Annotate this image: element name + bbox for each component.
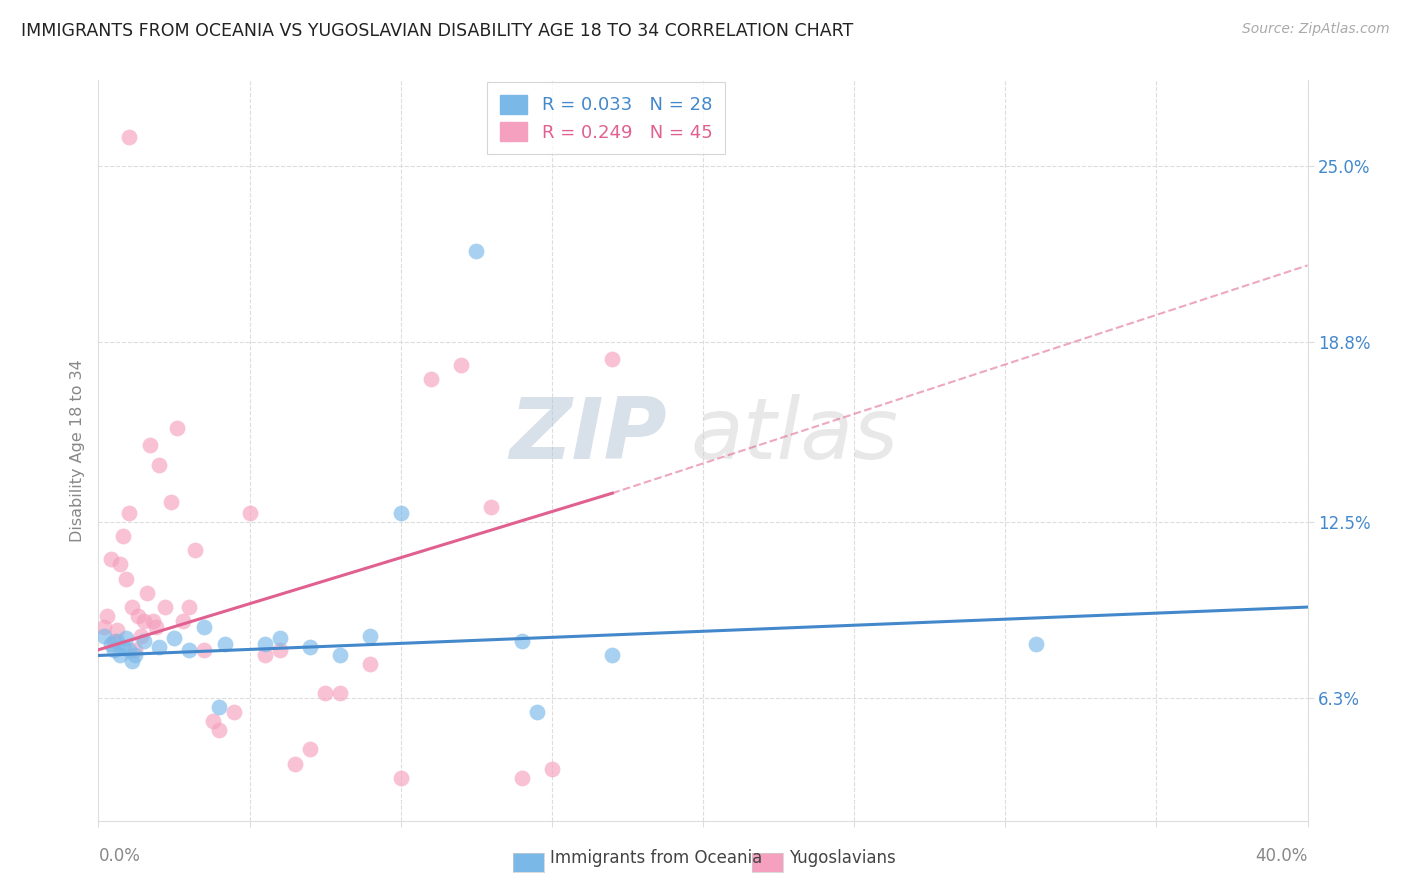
Point bbox=[148, 458, 170, 472]
Point bbox=[465, 244, 488, 259]
Point bbox=[481, 500, 503, 515]
Point bbox=[132, 634, 155, 648]
Point bbox=[214, 637, 236, 651]
Point bbox=[129, 628, 152, 642]
Point bbox=[450, 358, 472, 372]
Point bbox=[148, 640, 170, 654]
Point bbox=[124, 642, 146, 657]
Point bbox=[139, 438, 162, 452]
Point bbox=[202, 714, 225, 728]
Point bbox=[360, 628, 382, 642]
Point bbox=[184, 543, 207, 558]
Point bbox=[160, 494, 183, 508]
Text: 0.0%: 0.0% bbox=[98, 847, 141, 864]
Point bbox=[1024, 637, 1046, 651]
Point bbox=[121, 600, 143, 615]
Point bbox=[602, 352, 624, 367]
Point bbox=[239, 506, 262, 520]
Text: Source: ZipAtlas.com: Source: ZipAtlas.com bbox=[1241, 22, 1389, 37]
Point bbox=[389, 771, 412, 785]
Point bbox=[510, 771, 533, 785]
Point bbox=[93, 628, 115, 642]
Point bbox=[105, 634, 128, 648]
Point bbox=[100, 551, 122, 566]
Point bbox=[153, 600, 176, 615]
Point bbox=[329, 648, 352, 663]
Point bbox=[145, 620, 167, 634]
Point bbox=[284, 756, 307, 771]
Point bbox=[253, 648, 276, 663]
Point bbox=[193, 642, 215, 657]
Y-axis label: Disability Age 18 to 34: Disability Age 18 to 34 bbox=[69, 359, 84, 541]
Point bbox=[111, 640, 134, 654]
Legend: R = 0.033   N = 28, R = 0.249   N = 45: R = 0.033 N = 28, R = 0.249 N = 45 bbox=[488, 82, 725, 154]
Point bbox=[142, 615, 165, 629]
Point bbox=[108, 558, 131, 572]
Point bbox=[118, 506, 141, 520]
Point bbox=[103, 642, 125, 657]
Point bbox=[124, 648, 146, 663]
Point bbox=[540, 763, 562, 777]
Text: ZIP: ZIP bbox=[509, 394, 666, 477]
Point bbox=[111, 529, 134, 543]
Point bbox=[526, 706, 548, 720]
Point bbox=[114, 572, 136, 586]
Point bbox=[299, 640, 322, 654]
Point bbox=[118, 130, 141, 145]
Point bbox=[193, 620, 215, 634]
Point bbox=[314, 685, 336, 699]
Point bbox=[93, 620, 115, 634]
Point bbox=[602, 648, 624, 663]
Point bbox=[118, 642, 141, 657]
Point bbox=[208, 723, 231, 737]
Point bbox=[329, 685, 352, 699]
Point bbox=[108, 648, 131, 663]
Point bbox=[269, 632, 291, 646]
Text: IMMIGRANTS FROM OCEANIA VS YUGOSLAVIAN DISABILITY AGE 18 TO 34 CORRELATION CHART: IMMIGRANTS FROM OCEANIA VS YUGOSLAVIAN D… bbox=[21, 22, 853, 40]
Point bbox=[96, 608, 118, 623]
Point bbox=[510, 634, 533, 648]
Point bbox=[105, 623, 128, 637]
Text: Immigrants from Oceania: Immigrants from Oceania bbox=[550, 849, 762, 867]
Point bbox=[360, 657, 382, 671]
Point bbox=[121, 654, 143, 668]
Text: Yugoslavians: Yugoslavians bbox=[789, 849, 896, 867]
Point bbox=[420, 372, 443, 386]
Point bbox=[127, 608, 149, 623]
Point bbox=[100, 637, 122, 651]
Text: 40.0%: 40.0% bbox=[1256, 847, 1308, 864]
Text: atlas: atlas bbox=[690, 394, 898, 477]
Point bbox=[132, 615, 155, 629]
Point bbox=[114, 632, 136, 646]
Point bbox=[103, 634, 125, 648]
Point bbox=[389, 506, 412, 520]
Point bbox=[253, 637, 276, 651]
Point bbox=[269, 642, 291, 657]
Point bbox=[179, 642, 201, 657]
Point bbox=[163, 632, 186, 646]
Point bbox=[208, 699, 231, 714]
Point bbox=[179, 600, 201, 615]
Point bbox=[135, 586, 157, 600]
Point bbox=[166, 420, 188, 434]
Point bbox=[299, 742, 322, 756]
Point bbox=[224, 706, 246, 720]
Point bbox=[172, 615, 194, 629]
